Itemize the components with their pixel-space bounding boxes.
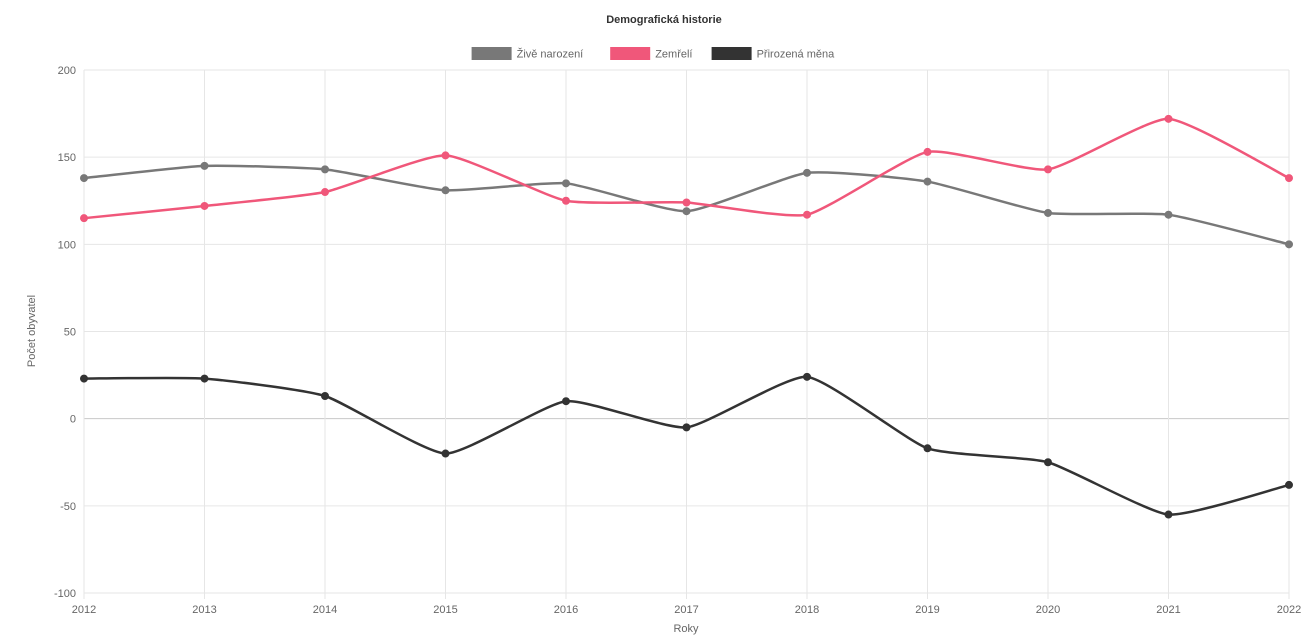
data-point <box>1164 210 1173 219</box>
data-point <box>441 151 450 160</box>
x-tick-label: 2018 <box>795 604 819 616</box>
data-point <box>441 449 450 458</box>
y-axis-title: Počet obyvatel <box>26 295 38 367</box>
y-axis-ticks: 200 150 100 50 0 -50 -100 <box>54 65 76 600</box>
data-point <box>321 188 329 197</box>
x-tick-label: 2022 <box>1277 604 1301 616</box>
chart-title: Demografická historie <box>606 14 722 26</box>
y-tick-label: 0 <box>70 414 76 426</box>
data-point <box>562 397 570 406</box>
data-point <box>682 207 691 216</box>
data-point <box>200 201 209 210</box>
legend-label: Zemřelí <box>655 49 692 61</box>
data-point <box>682 423 691 432</box>
x-tick-label: 2021 <box>1156 604 1180 616</box>
legend-item-1: Živě narození <box>471 47 584 61</box>
x-tick-label: 2020 <box>1036 604 1060 616</box>
series-2 <box>80 114 1293 223</box>
x-tick-label: 2016 <box>554 604 578 616</box>
data-point <box>321 392 329 401</box>
data-point <box>1164 114 1173 123</box>
data-point <box>1044 208 1052 217</box>
series-3 <box>80 372 1293 519</box>
legend-label: Přirozená měna <box>757 49 836 61</box>
data-point <box>1044 165 1052 174</box>
data-point <box>80 174 88 183</box>
data-point <box>1044 458 1052 467</box>
data-point <box>1164 510 1173 519</box>
data-point <box>321 165 329 174</box>
data-point <box>562 196 570 205</box>
data-point <box>923 444 932 453</box>
y-tick-label: 150 <box>58 152 76 164</box>
x-axis-ticks: 2012 2013 2014 2015 2016 2017 2018 2019 2020 2021… <box>72 604 1301 616</box>
y-tick-label: 50 <box>64 327 76 339</box>
data-point <box>1285 480 1293 489</box>
legend-swatch <box>610 47 651 60</box>
legend: Živě narození Zemřelí Přirozená měna <box>471 47 836 61</box>
x-tick-label: 2019 <box>915 604 939 616</box>
data-point <box>562 179 570 188</box>
legend-swatch <box>471 47 512 60</box>
series-1 <box>80 161 1293 249</box>
data-point <box>80 374 88 383</box>
data-point <box>923 147 932 156</box>
series-lines <box>80 114 1293 519</box>
x-tick-label: 2015 <box>433 604 457 616</box>
data-point <box>200 374 209 383</box>
data-point <box>682 198 691 207</box>
x-tick-label: 2014 <box>313 604 337 616</box>
x-axis-title: Roky <box>673 623 699 635</box>
x-tick-label: 2013 <box>192 604 216 616</box>
y-tick-label: -50 <box>60 501 76 513</box>
y-tick-label: 100 <box>58 239 76 251</box>
y-tick-label: 200 <box>58 65 76 77</box>
legend-item-2: Zemřelí <box>610 47 692 61</box>
data-point <box>1285 240 1293 249</box>
data-point <box>803 372 811 381</box>
data-point <box>200 161 209 170</box>
data-point <box>441 186 450 195</box>
gridlines <box>83 69 1290 599</box>
legend-swatch <box>711 47 752 60</box>
data-point <box>803 168 811 177</box>
data-point <box>803 210 811 219</box>
y-tick-label: -100 <box>54 588 76 600</box>
legend-label: Živě narození <box>517 48 584 61</box>
x-tick-label: 2017 <box>674 604 698 616</box>
x-tick-label: 2012 <box>72 604 96 616</box>
data-point <box>80 214 88 223</box>
data-point <box>923 177 932 186</box>
legend-item-3: Přirozená měna <box>711 47 836 61</box>
data-point <box>1285 174 1293 183</box>
